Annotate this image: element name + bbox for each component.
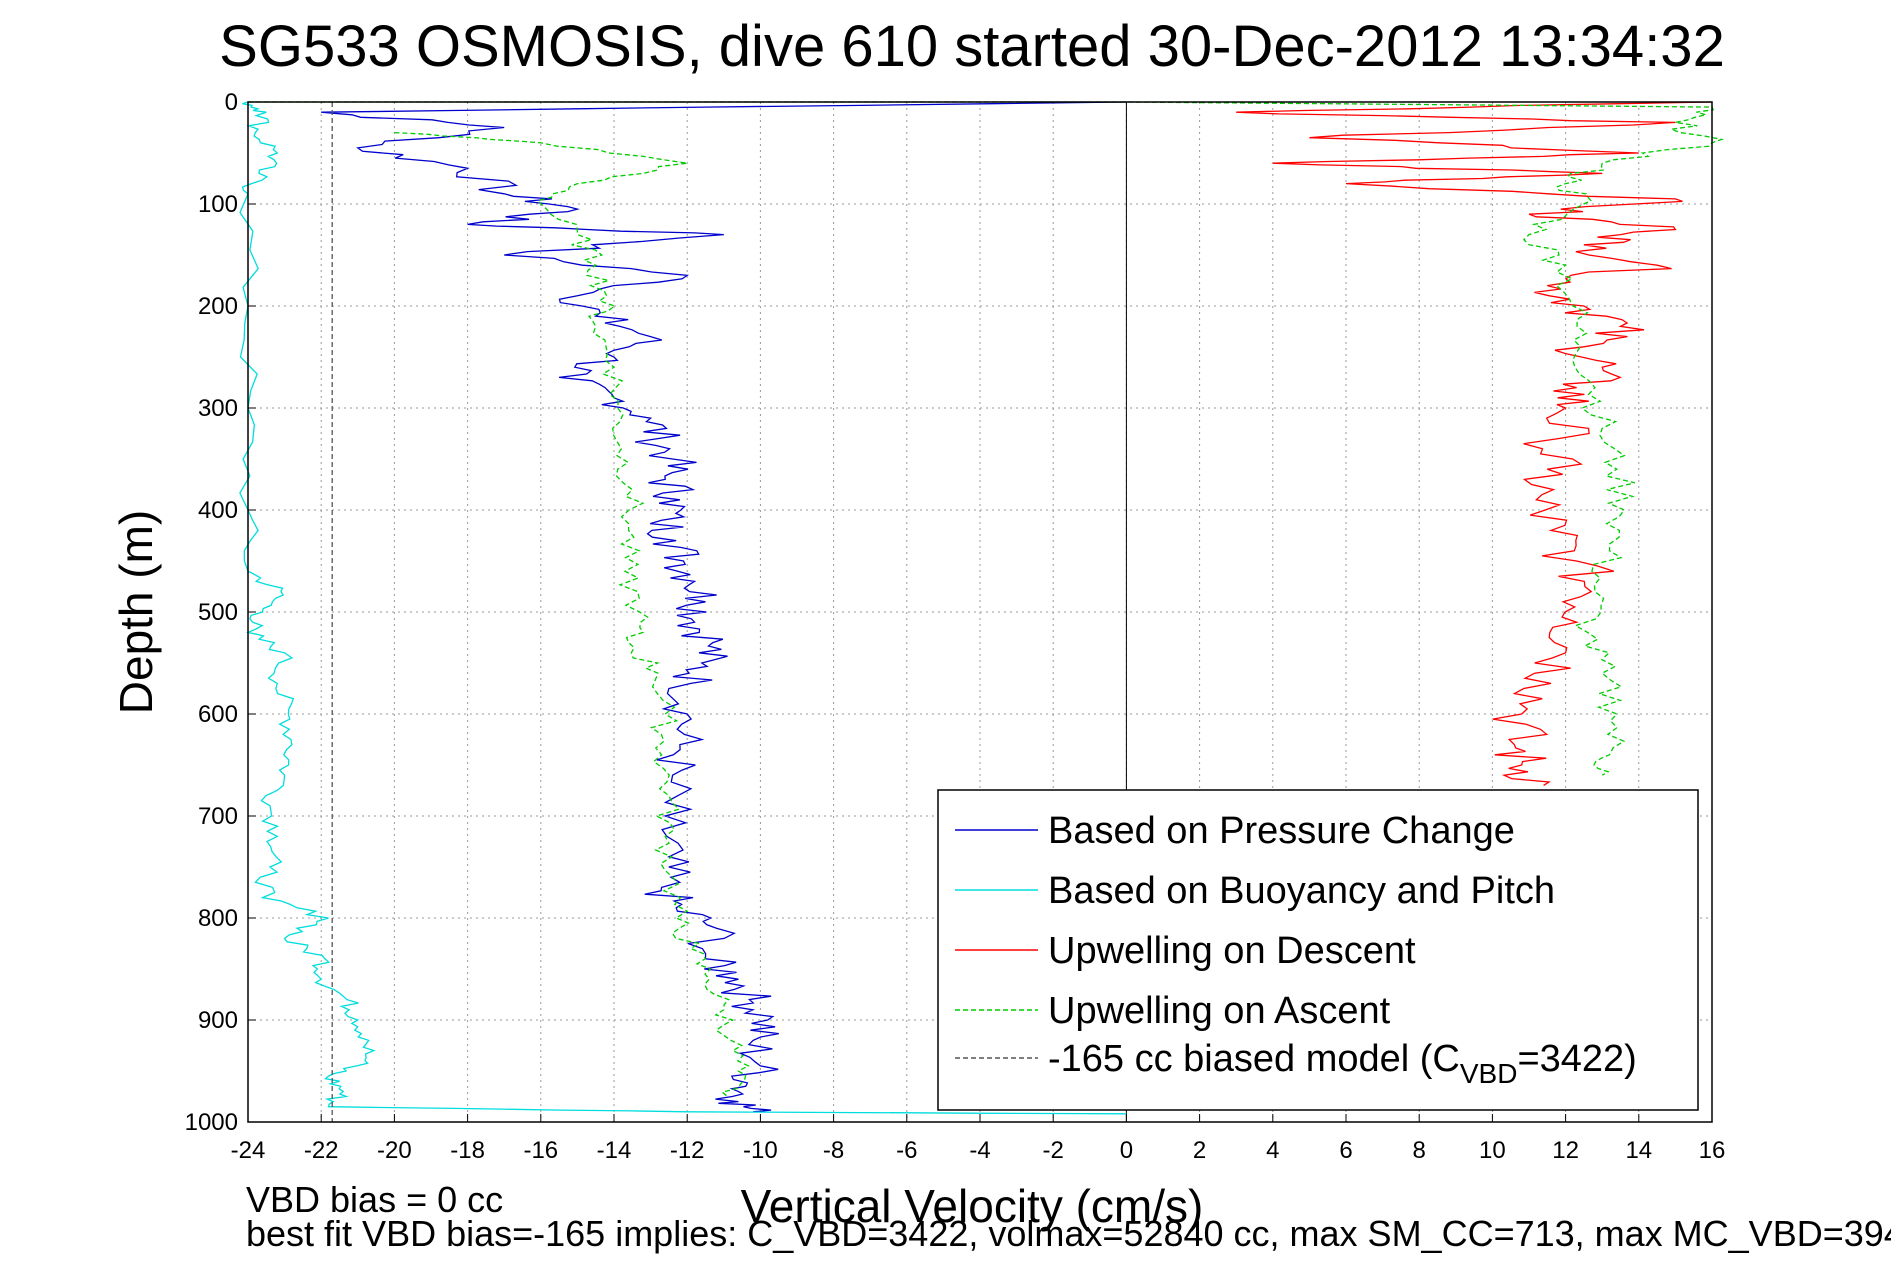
x-tick-label: 2 xyxy=(1193,1137,1206,1164)
y-tick-label: 600 xyxy=(198,701,238,728)
upwelling-descent-series xyxy=(1236,101,1713,786)
y-tick-labels: 0 100 200 300 400 500 600 700 800 900 1000 xyxy=(185,89,256,1136)
y-tick-label: 0 xyxy=(225,89,238,116)
x-tick-label: -8 xyxy=(823,1137,844,1164)
y-tick-label: 400 xyxy=(198,497,238,524)
y-tick-label: 900 xyxy=(198,1007,238,1034)
legend-label: Upwelling on Ascent xyxy=(1048,990,1391,1032)
x-tick-label: -20 xyxy=(377,1137,412,1164)
x-axis-label: Vertical Velocity (cm/s) xyxy=(741,1180,1204,1232)
legend: Based on Pressure Change Based on Buoyanc… xyxy=(937,789,1699,1111)
x-tick-label: 14 xyxy=(1625,1137,1652,1164)
best-fit-annotation: best fit VBD bias=-165 implies: C_VBD=34… xyxy=(246,1213,1891,1254)
x-tick-label: -14 xyxy=(597,1137,632,1164)
y-tick-label: 300 xyxy=(198,395,238,422)
data-series xyxy=(239,101,1725,1122)
legend-label: Based on Buoyancy and Pitch xyxy=(1048,870,1555,912)
buoyancy-pitch-series xyxy=(239,101,1127,1115)
x-tick-label: -2 xyxy=(1043,1137,1064,1164)
x-tick-label: 10 xyxy=(1479,1137,1506,1164)
x-tick-label: -10 xyxy=(743,1137,778,1164)
x-tick-label: -4 xyxy=(969,1137,990,1164)
legend-box xyxy=(937,789,1699,1111)
y-tick-label: 700 xyxy=(198,803,238,830)
pressure-change-series xyxy=(321,101,1127,1113)
x-tick-labels: -24 -22 -20 -18 -16 -14 -12 -10 -8 -6 -4 -2 0 2 4 6 8 10 1… xyxy=(231,1114,1726,1164)
legend-label: Based on Pressure Change xyxy=(1048,810,1515,852)
y-tick-label: 100 xyxy=(198,191,238,218)
vbd-bias-annotation: VBD bias = 0 cc xyxy=(246,1179,503,1220)
x-tick-label: -12 xyxy=(670,1137,705,1164)
x-tick-label: -22 xyxy=(304,1137,339,1164)
x-tick-label: -6 xyxy=(896,1137,917,1164)
x-tick-label: 16 xyxy=(1699,1137,1726,1164)
legend-label: -165 cc biased model (CVBD=3422) xyxy=(1048,1038,1637,1089)
y-tick-label: 500 xyxy=(198,599,238,626)
chart-title: SG533 OSMOSIS, dive 610 started 30-Dec-2… xyxy=(219,14,1725,79)
x-tick-label: -24 xyxy=(231,1137,266,1164)
x-tick-label: -18 xyxy=(450,1137,485,1164)
y-tick-label: 800 xyxy=(198,905,238,932)
x-tick-label: 0 xyxy=(1120,1137,1133,1164)
x-tick-label: -16 xyxy=(523,1137,558,1164)
x-tick-label: 6 xyxy=(1339,1137,1352,1164)
x-tick-label: 8 xyxy=(1413,1137,1426,1164)
y-tick-label: 1000 xyxy=(185,1109,238,1136)
x-tick-label: 4 xyxy=(1266,1137,1279,1164)
upwelling-ascent-left-series xyxy=(394,131,750,1098)
x-tick-label: 12 xyxy=(1552,1137,1579,1164)
y-tick-label: 200 xyxy=(198,293,238,320)
legend-label: Upwelling on Descent xyxy=(1048,930,1416,972)
y-axis-label: Depth (m) xyxy=(110,510,162,714)
